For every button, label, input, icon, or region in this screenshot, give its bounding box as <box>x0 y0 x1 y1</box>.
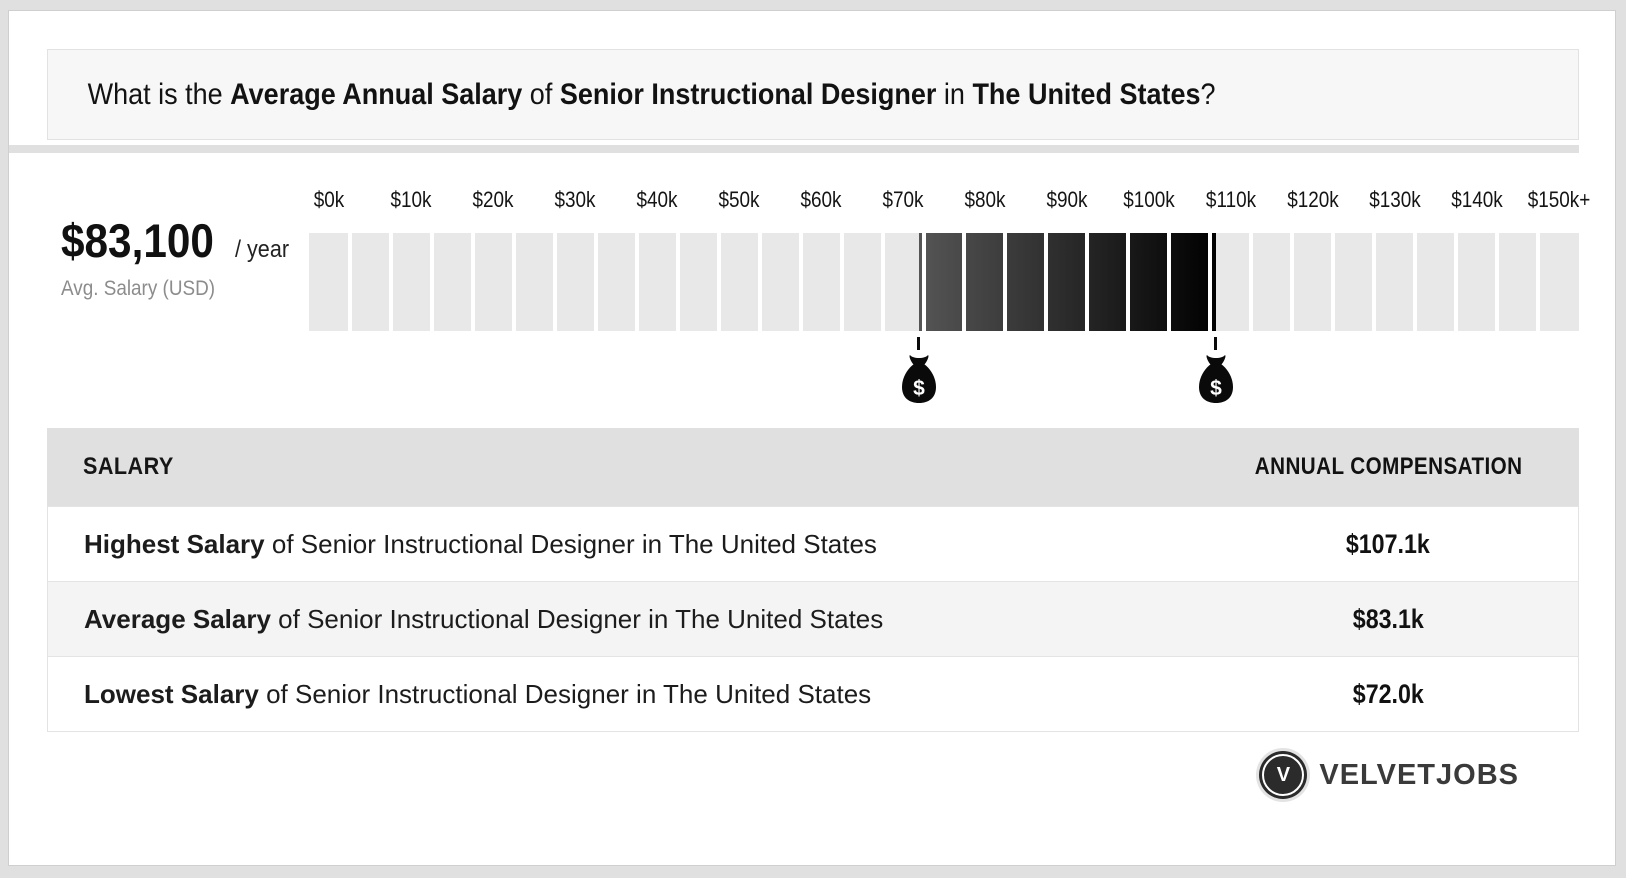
segment-gap <box>757 233 762 331</box>
average-salary-period: / year <box>235 236 290 263</box>
brand-name: VELVETJOBS <box>1319 758 1519 791</box>
segment-gap <box>921 233 926 331</box>
scale-markers: $ $ <box>309 331 1579 403</box>
average-salary-caption: Avg. Salary (USD) <box>61 277 216 300</box>
segment-gap <box>716 233 721 331</box>
axis-tick-label: $50k <box>718 187 760 212</box>
segment-gap <box>1454 233 1459 331</box>
axis-tick-label: $90k <box>1046 187 1088 212</box>
row-value-lowest: $72.0k <box>1352 678 1424 709</box>
axis-tick-label: $120k <box>1286 187 1339 212</box>
dollar-sign: $ <box>913 377 925 400</box>
segment-gap <box>634 233 639 331</box>
table-header-row: SALARY ANNUAL COMPENSATION <box>47 428 1579 506</box>
segment-gap <box>1413 233 1418 331</box>
axis-tick-label: $30k <box>554 187 596 212</box>
segment-gap <box>1085 233 1090 331</box>
axis-tick-label: $70k <box>882 187 924 212</box>
logo-circle-icon: V <box>1259 751 1308 799</box>
row-value-average: $83.1k <box>1352 603 1424 634</box>
segment-gap <box>880 233 885 331</box>
segment-gap <box>1167 233 1172 331</box>
table-row: Highest Salary of Senior Instructional D… <box>48 506 1578 581</box>
segment-gap <box>470 233 475 331</box>
question-bold-location: The United States <box>972 77 1201 111</box>
money-bag-icon: $ <box>901 355 936 403</box>
dollar-sign: $ <box>1210 377 1222 400</box>
scale-axis-labels: $0k $10k $20k $30k $40k $50k $60k $70k $80k $90k $… <box>309 181 1590 212</box>
marker-tick-dash <box>917 337 921 350</box>
row-label-lowest: Lowest Salary of Senior Instructional De… <box>84 678 872 709</box>
axis-tick-label: $60k <box>800 187 842 212</box>
question-banner: What is the Average Annual Salary of Sen… <box>47 49 1579 140</box>
axis-tick-label: $0k <box>314 187 345 212</box>
axis-tick-label: $20k <box>472 187 514 212</box>
scale-bar <box>309 233 1579 331</box>
row-label-average: Average Salary of Senior Instructional D… <box>84 603 884 634</box>
segment-gap <box>1249 233 1254 331</box>
money-bag-marker: $ <box>1196 337 1236 404</box>
infographic-card: What is the Average Annual Salary of Sen… <box>8 10 1616 866</box>
table-row: Average Salary of Senior Instructional D… <box>48 581 1578 656</box>
column-header-salary: SALARY <box>83 453 174 480</box>
axis-tick-label: $140k <box>1450 187 1503 212</box>
salary-table: SALARY ANNUAL COMPENSATION Highest Salar… <box>47 428 1579 732</box>
banner-shadow-strip <box>9 145 1579 153</box>
segment-gap <box>552 233 557 331</box>
axis-tick-label: $150k+ <box>1527 187 1590 212</box>
average-salary-amount: $83,100 <box>61 214 214 267</box>
marker-tick-dash <box>1214 337 1218 350</box>
axis-tick-label: $100k <box>1123 187 1175 212</box>
axis-tick-label: $130k <box>1368 187 1421 212</box>
question-suffix: ? <box>1200 77 1216 111</box>
segment-gap <box>429 233 434 331</box>
segment-gap <box>1044 233 1049 331</box>
segment-gap <box>388 233 393 331</box>
segment-gap <box>1126 233 1131 331</box>
axis-tick-label: $80k <box>964 187 1006 212</box>
question-text: What is the Average Annual Salary of Sen… <box>48 77 1216 112</box>
segment-gap <box>962 233 967 331</box>
segment-gap <box>1372 233 1377 331</box>
segment-gap <box>1495 233 1500 331</box>
table-row: Lowest Salary of Senior Instructional De… <box>48 656 1578 731</box>
average-salary-line: $83,100 / year <box>61 215 295 267</box>
segment-gap <box>1331 233 1336 331</box>
segment-gap <box>798 233 803 331</box>
question-prefix: What is the <box>87 77 231 111</box>
segment-gap <box>1003 233 1008 331</box>
segment-gap <box>1536 233 1541 331</box>
velvetjobs-logo[interactable]: V VELVETJOBS <box>1259 751 1519 799</box>
average-salary-block: $83,100 / year Avg. Salary (USD) <box>61 215 295 301</box>
question-mid2: in <box>936 77 973 111</box>
salary-scale: $0k $10k $20k $30k $40k $50k $60k $70k $80k $90k $… <box>309 181 1590 403</box>
segment-gap <box>1208 233 1213 331</box>
column-header-annual-compensation: ANNUAL COMPENSATION <box>1255 453 1523 480</box>
segment-gap <box>839 233 844 331</box>
segment-gap <box>511 233 516 331</box>
segment-gap <box>347 233 352 331</box>
question-bold-avg-annual-salary: Average Annual Salary <box>230 77 523 111</box>
question-mid1: of <box>522 77 560 111</box>
axis-tick-label: $10k <box>390 187 432 212</box>
axis-tick-label: $40k <box>636 187 678 212</box>
row-label-highest: Highest Salary of Senior Instructional D… <box>84 528 877 559</box>
logo-letter: V <box>1276 764 1291 786</box>
axis-tick-label: $110k <box>1205 187 1256 212</box>
money-bag-marker: $ <box>899 337 939 404</box>
money-bag-icon: $ <box>1198 355 1233 403</box>
question-bold-job-title: Senior Instructional Designer <box>559 77 937 111</box>
segment-gap <box>593 233 598 331</box>
salary-range-fill <box>918 233 1216 331</box>
row-value-highest: $107.1k <box>1346 528 1430 559</box>
segment-gap <box>1290 233 1295 331</box>
segment-gap <box>675 233 680 331</box>
